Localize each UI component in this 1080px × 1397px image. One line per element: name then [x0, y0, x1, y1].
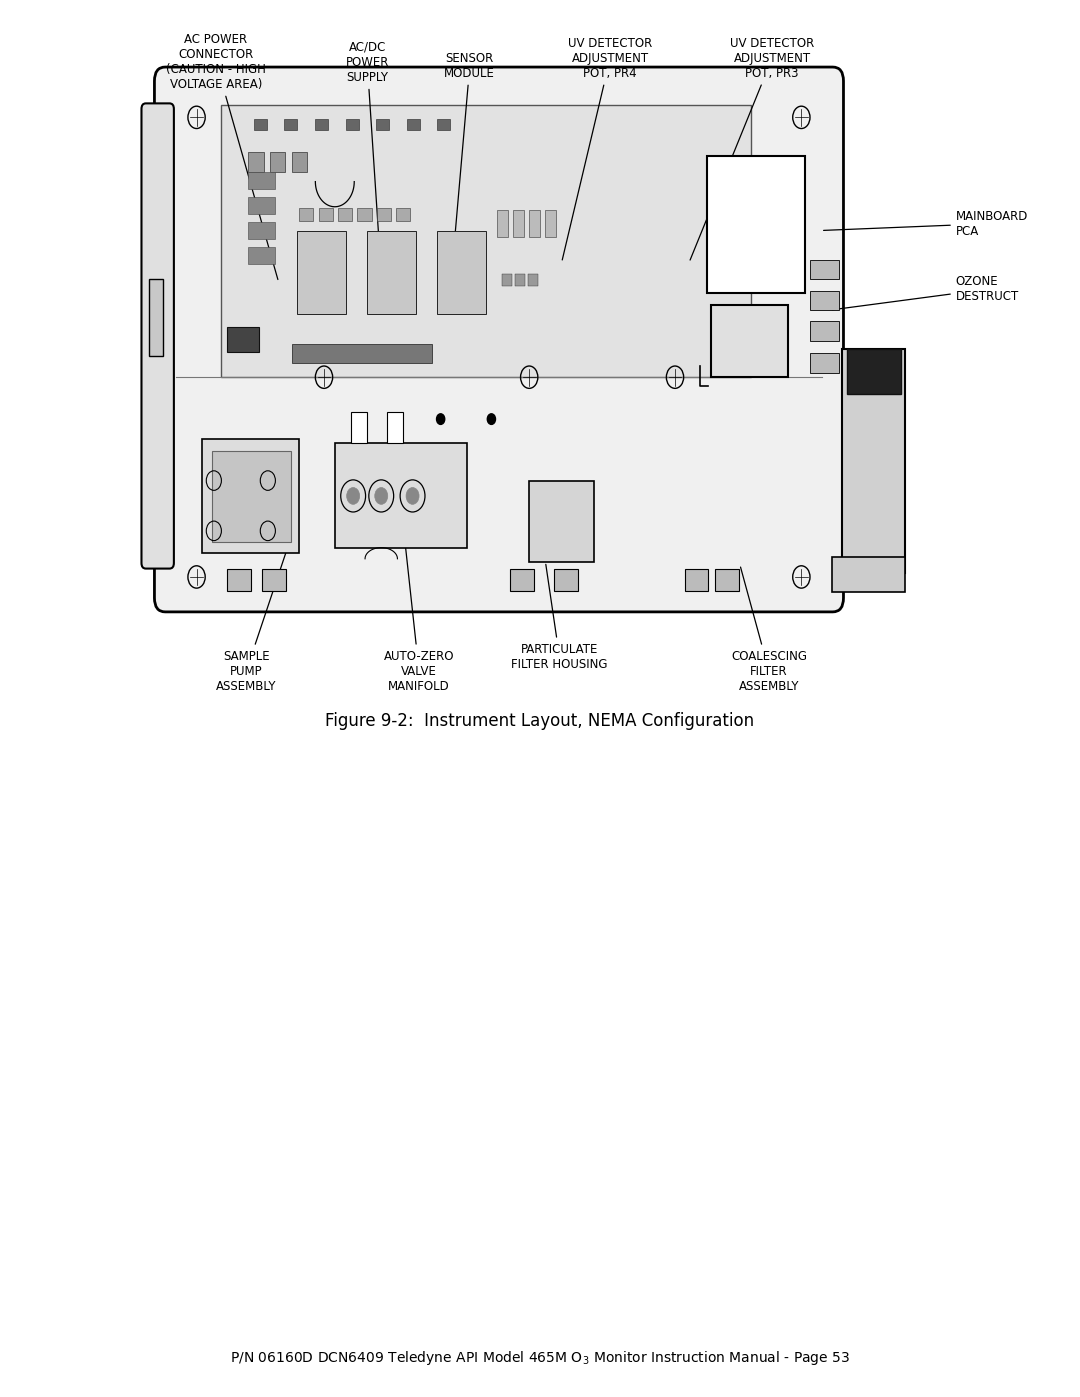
- Bar: [351, 412, 367, 443]
- Text: COALESCING
FILTER
ASSEMBLY: COALESCING FILTER ASSEMBLY: [731, 567, 807, 693]
- Text: AC POWER
CONNECTOR
(CAUTION - HIGH
VOLTAGE AREA): AC POWER CONNECTOR (CAUTION - HIGH VOLTA…: [166, 32, 278, 279]
- Bar: [149, 279, 163, 356]
- Bar: [254, 119, 267, 130]
- Bar: [299, 208, 313, 221]
- Bar: [346, 119, 359, 130]
- Bar: [377, 208, 391, 221]
- Bar: [529, 481, 594, 562]
- Bar: [292, 152, 307, 172]
- Circle shape: [487, 414, 496, 425]
- Bar: [297, 231, 346, 314]
- Bar: [248, 197, 275, 214]
- Text: AUTO-ZERO
VALVE
MANIFOLD: AUTO-ZERO VALVE MANIFOLD: [383, 545, 455, 693]
- Bar: [396, 208, 410, 221]
- Bar: [221, 105, 751, 377]
- Circle shape: [436, 414, 445, 425]
- Text: UV DETECTOR
ADJUSTMENT
POT, PR3: UV DETECTOR ADJUSTMENT POT, PR3: [690, 36, 814, 260]
- Bar: [810, 353, 839, 373]
- Bar: [685, 569, 708, 591]
- Bar: [315, 119, 328, 130]
- Text: AC/DC
POWER
SUPPLY: AC/DC POWER SUPPLY: [346, 41, 389, 256]
- Bar: [335, 443, 467, 548]
- Circle shape: [347, 488, 360, 504]
- Text: PARTICULATE
FILTER HOUSING: PARTICULATE FILTER HOUSING: [511, 564, 608, 671]
- Bar: [554, 569, 578, 591]
- Bar: [515, 274, 525, 286]
- Bar: [270, 152, 285, 172]
- Bar: [357, 208, 372, 221]
- Bar: [529, 210, 540, 237]
- Bar: [319, 208, 333, 221]
- Bar: [842, 349, 905, 573]
- Bar: [528, 274, 538, 286]
- Bar: [513, 210, 524, 237]
- Text: MAINBOARD
PCA: MAINBOARD PCA: [824, 210, 1028, 237]
- Bar: [810, 321, 839, 341]
- Circle shape: [406, 488, 419, 504]
- Bar: [437, 119, 450, 130]
- Bar: [502, 274, 512, 286]
- FancyBboxPatch shape: [154, 67, 843, 612]
- Text: OZONE
DESTRUCT: OZONE DESTRUCT: [833, 275, 1020, 310]
- Bar: [248, 172, 275, 189]
- Bar: [212, 451, 291, 542]
- Bar: [810, 260, 839, 279]
- Bar: [407, 119, 420, 130]
- Bar: [292, 344, 432, 363]
- Bar: [248, 247, 275, 264]
- Bar: [437, 231, 486, 314]
- Bar: [227, 569, 251, 591]
- Bar: [715, 569, 739, 591]
- Bar: [847, 349, 901, 394]
- Bar: [545, 210, 556, 237]
- Bar: [832, 557, 905, 592]
- Bar: [262, 569, 286, 591]
- Bar: [202, 439, 299, 553]
- Circle shape: [375, 488, 388, 504]
- Text: Figure 9-2:  Instrument Layout, NEMA Configuration: Figure 9-2: Instrument Layout, NEMA Conf…: [325, 712, 755, 731]
- Bar: [376, 119, 389, 130]
- Bar: [510, 569, 534, 591]
- Text: SAMPLE
PUMP
ASSEMBLY: SAMPLE PUMP ASSEMBLY: [216, 545, 288, 693]
- Bar: [810, 291, 839, 310]
- Text: SENSOR
MODULE: SENSOR MODULE: [444, 52, 496, 249]
- Text: P/N 06160D DCN6409 Teledyne API Model 465M O$_3$ Monitor Instruction Manual - Pa: P/N 06160D DCN6409 Teledyne API Model 46…: [230, 1350, 850, 1366]
- Bar: [387, 412, 403, 443]
- Bar: [707, 156, 805, 293]
- Bar: [248, 152, 264, 172]
- Bar: [338, 208, 352, 221]
- Bar: [711, 305, 788, 377]
- Text: UV DETECTOR
ADJUSTMENT
POT, PR4: UV DETECTOR ADJUSTMENT POT, PR4: [563, 36, 652, 260]
- Bar: [248, 222, 275, 239]
- Bar: [227, 327, 259, 352]
- Bar: [284, 119, 297, 130]
- Bar: [367, 231, 416, 314]
- FancyBboxPatch shape: [141, 103, 174, 569]
- Bar: [497, 210, 508, 237]
